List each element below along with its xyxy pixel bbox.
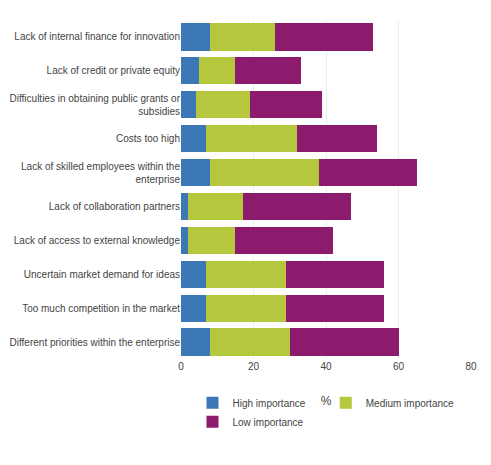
svg-text:Medium importance: Medium importance xyxy=(366,398,454,409)
svg-text:20: 20 xyxy=(248,361,260,372)
svg-text:60: 60 xyxy=(393,361,405,372)
svg-text:Lack of credit or private equi: Lack of credit or private equity xyxy=(47,65,180,76)
svg-text:Lack of skilled employees with: Lack of skilled employees within theente… xyxy=(21,161,180,185)
svg-text:Costs too high: Costs too high xyxy=(116,133,180,144)
svg-text:Low importance: Low importance xyxy=(233,417,304,428)
svg-text:Lack of internal finance for i: Lack of internal finance for innovation xyxy=(14,31,180,42)
svg-text:Too much competition in the ma: Too much competition in the market xyxy=(22,303,180,314)
svg-text:%: % xyxy=(321,394,332,408)
svg-text:High importance: High importance xyxy=(233,398,306,409)
svg-text:Lack of access to external kno: Lack of access to external knowledge xyxy=(14,235,181,246)
svg-text:Uncertain market demand for id: Uncertain market demand for ideas xyxy=(24,269,180,280)
svg-text:Difficulties in obtaining publ: Difficulties in obtaining public grants … xyxy=(10,93,181,117)
svg-text:80: 80 xyxy=(465,361,477,372)
svg-text:0: 0 xyxy=(178,361,184,372)
svg-text:40: 40 xyxy=(320,361,332,372)
svg-text:Different priorities within th: Different priorities within the enterpri… xyxy=(10,337,181,348)
svg-text:Lack of collaboration partners: Lack of collaboration partners xyxy=(49,201,180,212)
